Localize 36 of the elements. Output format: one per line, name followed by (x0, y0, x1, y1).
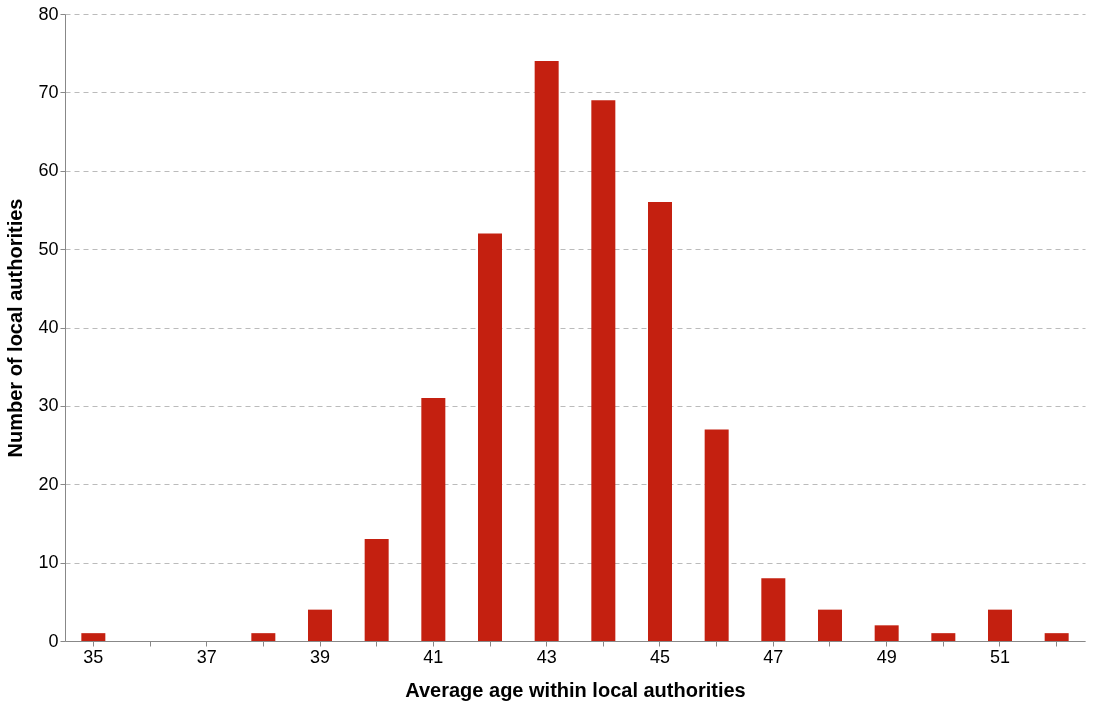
x-axis-title: Average age within local authorities (405, 678, 746, 701)
x-tick-label: 39 (309, 646, 331, 667)
x-tick-label: 35 (83, 646, 104, 667)
bar (364, 539, 389, 641)
bar (421, 398, 446, 641)
bar (988, 609, 1012, 641)
x-tick-label: 43 (536, 646, 557, 667)
x-tick-label: 49 (876, 646, 897, 667)
bar (81, 633, 106, 641)
x-tick-label: 37 (196, 646, 217, 667)
x-tick-label: 51 (989, 646, 1011, 667)
bar (648, 202, 672, 641)
y-tick-label: 70 (38, 81, 59, 102)
bar (251, 633, 276, 641)
x-tick-label: 45 (649, 646, 671, 667)
y-tick-label: 40 (38, 317, 59, 337)
bar (931, 633, 956, 641)
bar (308, 609, 332, 641)
bar (478, 233, 502, 641)
y-tick-label: 10 (38, 552, 59, 573)
y-tick-label: 60 (38, 160, 59, 181)
bar (818, 609, 842, 641)
x-tick-label: 47 (763, 646, 784, 667)
bar (591, 100, 616, 641)
bar (761, 578, 786, 641)
y-tick-label: 0 (48, 630, 59, 651)
y-tick-label: 50 (38, 238, 59, 259)
y-tick-label: 30 (38, 395, 59, 416)
bar (1044, 633, 1069, 641)
y-tick-label: 20 (38, 473, 59, 494)
bar (534, 61, 559, 641)
bar (874, 625, 899, 641)
bar (704, 429, 729, 641)
y-tick-label: 80 (38, 3, 59, 24)
y-axis-title: Number of local authorities (4, 198, 27, 458)
x-tick-label: 41 (423, 646, 444, 667)
